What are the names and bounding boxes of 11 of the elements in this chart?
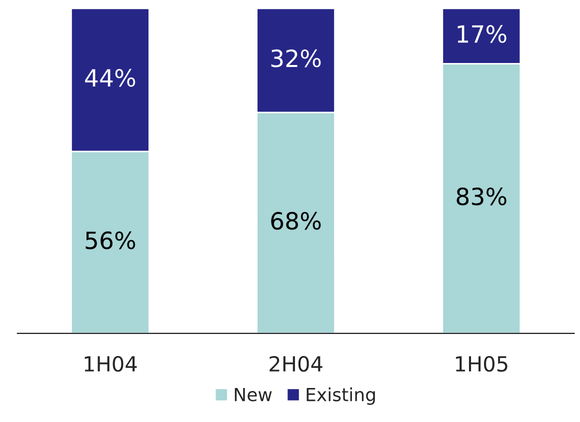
data-label: 44% — [85, 68, 136, 87]
legend-label: Existing — [306, 387, 375, 405]
data-label: 83% — [456, 188, 506, 206]
data-label: 68% — [271, 212, 321, 230]
data-label: 56% — [86, 231, 136, 250]
x-tick-label: 1H04 — [84, 356, 137, 372]
x-tick-label: 2H04 — [270, 356, 322, 372]
data-label: 32% — [271, 49, 321, 68]
data-label: 17% — [458, 25, 506, 43]
legend-label: New — [234, 388, 272, 402]
x-tick-label: 1H05 — [456, 356, 508, 372]
